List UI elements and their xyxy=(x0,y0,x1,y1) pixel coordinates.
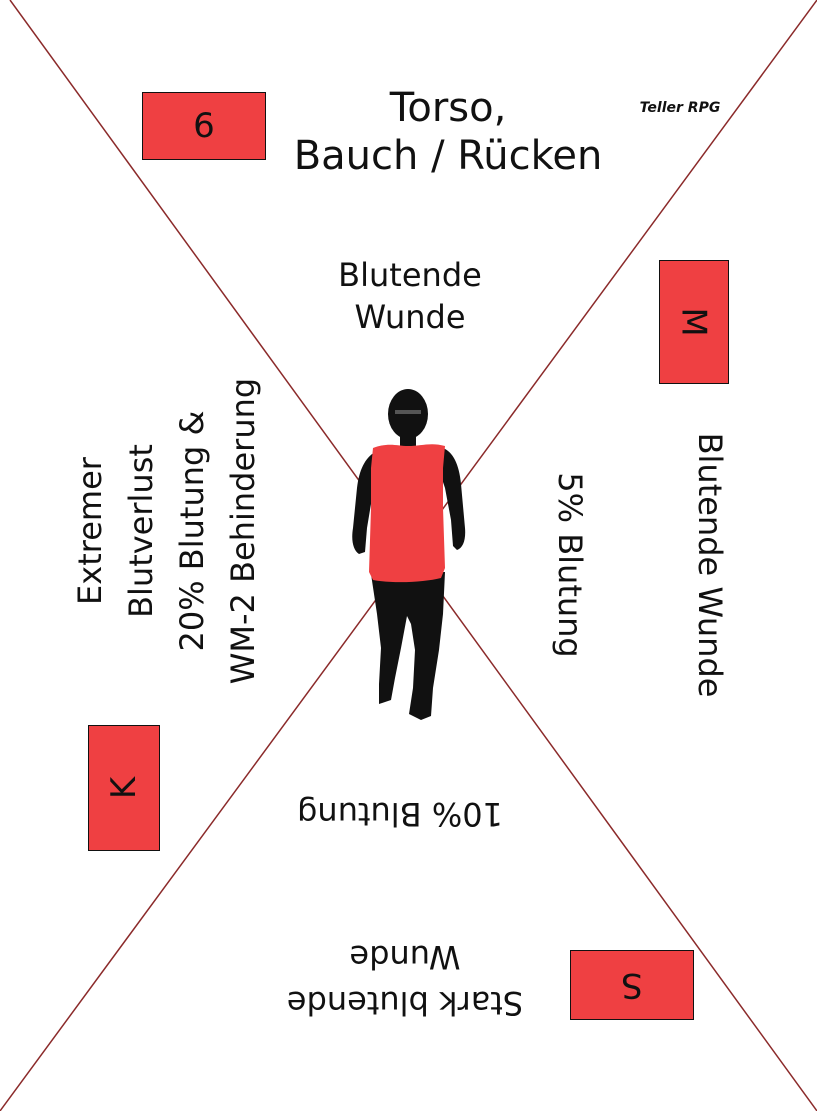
left-zone-letter: K xyxy=(103,776,144,800)
bottom-zone-letter-box: S xyxy=(570,950,694,1020)
card-number-box: 6 xyxy=(142,92,266,160)
brand-label: Teller RPG xyxy=(639,100,721,116)
right-zone-letter-box: M xyxy=(659,260,729,384)
left-zone-letter-box: K xyxy=(88,725,160,851)
top-zone-effect-line1: Blutende xyxy=(338,256,482,294)
figure-right-arm xyxy=(439,448,466,550)
left-zone-line4: WM-2 Behinderung xyxy=(224,377,262,685)
figure-torso xyxy=(369,444,445,583)
top-zone-effect-line2: Wunde xyxy=(354,297,466,336)
top-zone-effect: Blutende Wunde xyxy=(300,255,520,338)
right-zone-bleed: 5% Blutung xyxy=(551,472,589,658)
bottom-zone-effect: Stark blutende Wunde xyxy=(270,930,540,1026)
figure-legs xyxy=(371,572,445,720)
right-zone-letter: M xyxy=(674,307,714,337)
card-title: Torso, Bauch / Rücken xyxy=(248,84,648,180)
bottom-zone-effect-line2: Wunde xyxy=(349,938,461,976)
bottom-zone-effect-line1: Stark blutende xyxy=(286,984,524,1022)
bottom-zone-bleed: 10% Blutung xyxy=(297,795,503,833)
left-zone-effect: Extremer Blutverlust 20% Blutung & WM-2 … xyxy=(65,341,275,721)
card-title-line2: Bauch / Rücken xyxy=(293,133,603,179)
figure-neck xyxy=(400,434,416,448)
left-zone-line1: Extremer xyxy=(71,457,109,605)
figure-eyes xyxy=(395,410,421,414)
card-number: 6 xyxy=(193,106,215,146)
human-silhouette-icon xyxy=(352,389,466,720)
left-zone-line2: Blutverlust xyxy=(122,444,160,618)
right-zone-effect: Blutende Wunde xyxy=(691,432,729,698)
bottom-zone-letter: S xyxy=(621,965,643,1005)
card-title-line1: Torso, xyxy=(389,85,507,131)
left-zone-line3: 20% Blutung & xyxy=(173,410,211,652)
